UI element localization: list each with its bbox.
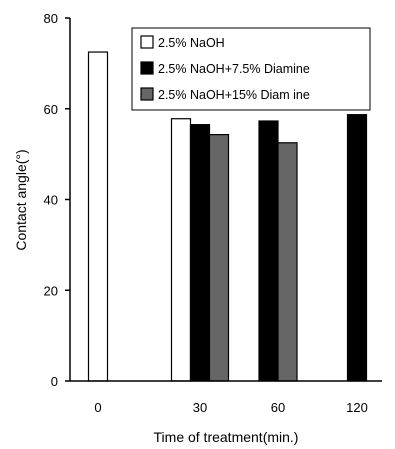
legend: 2.5% NaOH 2.5% NaOH+7.5% Diamine 2.5% NaOH… bbox=[131, 27, 371, 111]
bar-naoh-0 bbox=[87, 51, 109, 382]
legend-label: 2.5% NaOH+7.5% Diamine bbox=[158, 62, 310, 76]
x-tick-label: 60 bbox=[271, 400, 285, 415]
legend-swatch bbox=[140, 35, 154, 49]
y-tick-label: 40 bbox=[44, 193, 58, 208]
x-ticks-group: 0 30 60 120 bbox=[94, 400, 367, 415]
bar-naoh-30 bbox=[170, 118, 192, 382]
legend-swatch bbox=[140, 87, 154, 101]
y-axis-title: Contact angle(°) bbox=[13, 149, 29, 250]
bar-diamine-7-5-30 bbox=[189, 124, 211, 382]
x-tick-label: 30 bbox=[193, 400, 207, 415]
y-tick-label: 80 bbox=[44, 11, 58, 26]
y-tick-label: 0 bbox=[51, 374, 58, 389]
legend-swatch bbox=[140, 61, 154, 75]
bar-diamine-15-30 bbox=[208, 134, 230, 382]
bar-diamine-7-5-60 bbox=[258, 120, 279, 382]
bars-group bbox=[87, 51, 368, 382]
y-tick-label: 60 bbox=[44, 102, 58, 117]
x-tick-label: 120 bbox=[346, 400, 368, 415]
y-tick-label: 20 bbox=[44, 283, 58, 298]
bar-diamine-15-60 bbox=[277, 142, 298, 382]
y-ticks-group: 0 20 40 60 80 bbox=[44, 11, 70, 389]
legend-label: 2.5% NaOH bbox=[158, 36, 225, 50]
bar-diamine-7-5-120 bbox=[346, 114, 368, 382]
legend-box bbox=[131, 27, 371, 111]
x-tick-label: 0 bbox=[94, 400, 101, 415]
x-axis-title: Time of treatment(min.) bbox=[154, 429, 299, 445]
legend-label: 2.5% NaOH+15% Diam ine bbox=[158, 88, 310, 102]
